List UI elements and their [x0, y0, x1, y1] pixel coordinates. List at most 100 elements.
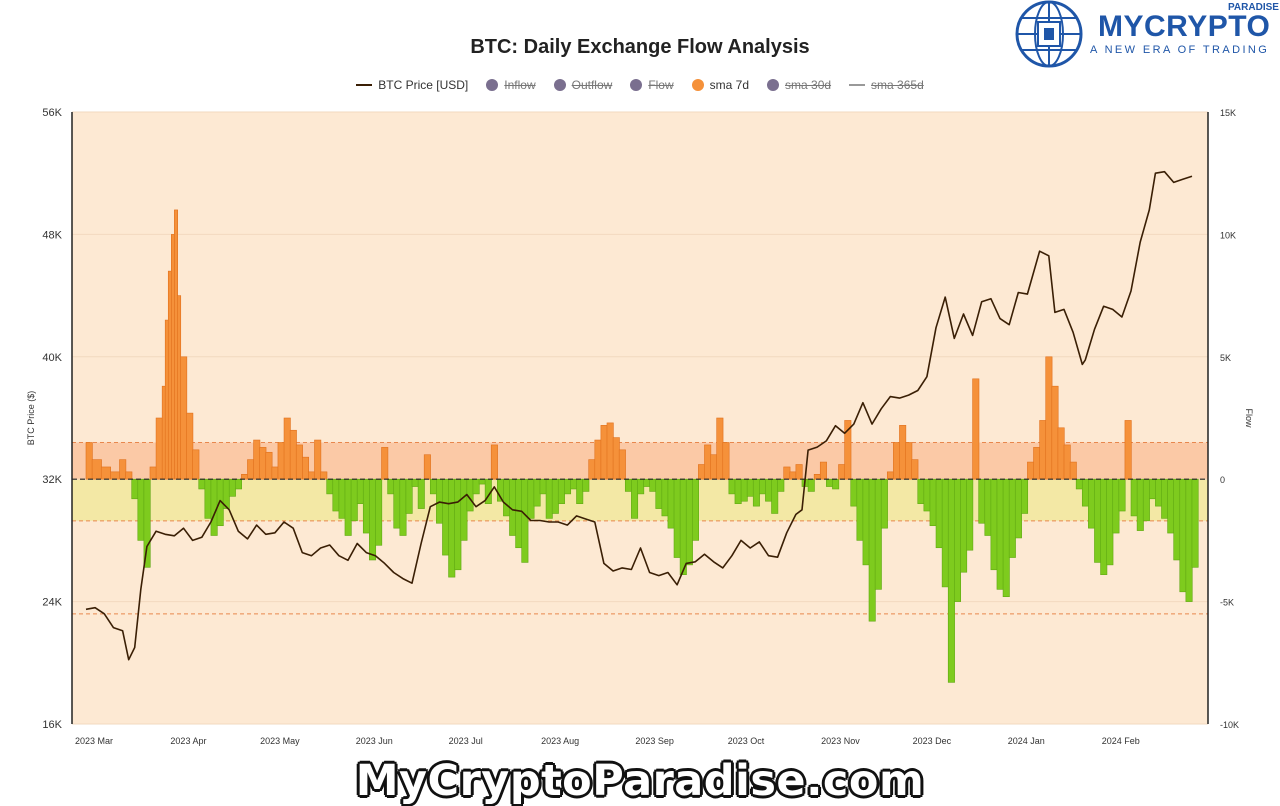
- flow-bar: [539, 478, 547, 495]
- flow-bar: [722, 442, 730, 480]
- flow-bar: [905, 442, 913, 480]
- y-left-axis-title: BTC Price ($): [26, 391, 36, 446]
- flow-bar: [832, 478, 840, 490]
- flow-bar: [332, 478, 340, 512]
- flow-bar: [521, 478, 529, 563]
- flow-bar: [180, 356, 188, 480]
- legend-item-btc-price-usd[interactable]: BTC Price [USD]: [356, 78, 468, 92]
- y-right-tick-label: 15K: [1220, 108, 1236, 118]
- flow-bar: [765, 478, 773, 502]
- brand-name: MYCRYPTO: [1098, 10, 1271, 43]
- flow-bar: [1051, 385, 1059, 480]
- flow-bar: [1075, 478, 1083, 490]
- flow-bar: [771, 478, 779, 514]
- flow-bar: [594, 439, 602, 480]
- y-left-tick-label: 40K: [42, 352, 62, 364]
- flow-bar: [710, 454, 718, 480]
- flow-bar: [1069, 461, 1077, 480]
- flow-bar: [100, 466, 111, 480]
- legend-swatch: [691, 79, 704, 91]
- flow-bar: [186, 412, 194, 480]
- flow-bar: [996, 478, 1004, 590]
- flow-bar: [110, 471, 121, 480]
- flow-bar: [667, 478, 675, 529]
- y-left-tick-label: 16K: [42, 719, 62, 731]
- brand-tagline: A NEW ERA OF TRADING: [1090, 44, 1270, 56]
- flow-bar: [326, 478, 334, 495]
- x-tick-label: 2024 Jan: [1008, 736, 1045, 746]
- flow-bar: [381, 447, 389, 480]
- flow-bar: [886, 471, 894, 480]
- flow-bar: [777, 478, 785, 492]
- flow-bar: [405, 478, 413, 514]
- legend-item-flow[interactable]: Flow: [630, 78, 674, 92]
- plot-background: [72, 112, 1208, 724]
- flow-bar: [241, 474, 249, 480]
- flow-bar: [685, 478, 693, 566]
- flow-bar: [192, 449, 200, 480]
- flow-bar: [271, 466, 279, 480]
- x-tick-label: 2023 Jul: [449, 736, 483, 746]
- flow-bar: [442, 478, 450, 556]
- legend-label: sma 7d: [709, 78, 750, 92]
- flow-bar: [515, 478, 523, 549]
- flow-bar: [637, 478, 645, 495]
- legend-label: sma 30d: [785, 78, 832, 92]
- flow-bar: [557, 478, 565, 504]
- flow-bar: [302, 456, 310, 480]
- legend-swatch: [486, 79, 499, 91]
- flow-bar: [704, 444, 712, 480]
- watermark-text: MyCryptoParadise.com: [355, 756, 925, 806]
- flow-bar: [990, 478, 998, 571]
- flow-bar: [350, 478, 358, 522]
- x-tick-label: 2023 Aug: [541, 736, 579, 746]
- legend-item-sma-30d[interactable]: sma 30d: [767, 78, 831, 92]
- brand-subname: PARADISE: [1228, 2, 1279, 13]
- flow-bar: [460, 478, 468, 541]
- flow-bar: [448, 478, 456, 578]
- flow-bar: [1173, 478, 1181, 561]
- legend-item-sma-365d[interactable]: sma 365d: [849, 78, 924, 92]
- flow-bar: [527, 478, 535, 519]
- flow-bar: [1185, 478, 1193, 602]
- legend-item-inflow[interactable]: Inflow: [486, 78, 536, 92]
- flow-bar: [393, 478, 401, 529]
- flow-bar: [478, 478, 486, 485]
- flow-bar: [533, 478, 541, 507]
- flow-bar: [423, 454, 431, 480]
- x-tick-label: 2024 Feb: [1102, 736, 1140, 746]
- flow-bar: [320, 471, 328, 480]
- flow-bar: [826, 478, 834, 487]
- flow-bar: [966, 478, 974, 551]
- flow-bar: [131, 478, 139, 500]
- flow-bar: [679, 478, 687, 575]
- legend-label: Flow: [648, 78, 674, 92]
- flow-bar: [375, 478, 383, 546]
- legend-label: sma 365d: [871, 78, 924, 92]
- flow-bar: [947, 478, 955, 683]
- flow-bar: [734, 478, 742, 504]
- flow-bar: [716, 417, 724, 480]
- flow-bar: [570, 478, 578, 490]
- flow-bar: [265, 451, 273, 480]
- legend-item-outflow[interactable]: Outflow: [553, 78, 612, 92]
- flow-bar: [1136, 478, 1144, 531]
- flow-bar: [1179, 478, 1187, 593]
- legend-item-sma-7d[interactable]: sma 7d: [691, 78, 750, 92]
- globe-logo-icon: [1015, 0, 1083, 68]
- flow-bar: [1148, 478, 1156, 500]
- flow-bar: [789, 471, 797, 480]
- flow-bar: [198, 478, 206, 490]
- flow-bar: [429, 478, 437, 495]
- flow-bar: [387, 478, 395, 495]
- legend-label: BTC Price [USD]: [378, 78, 469, 92]
- flow-bar: [954, 478, 962, 602]
- flow-bar: [838, 464, 846, 480]
- flow-bar: [655, 478, 663, 509]
- flow-bar: [85, 442, 93, 480]
- x-tick-label: 2023 Nov: [821, 736, 860, 746]
- flow-bar: [228, 478, 236, 497]
- flow-bar: [204, 478, 212, 519]
- flow-bar: [344, 478, 352, 536]
- y-left-tick-label: 32K: [42, 474, 62, 486]
